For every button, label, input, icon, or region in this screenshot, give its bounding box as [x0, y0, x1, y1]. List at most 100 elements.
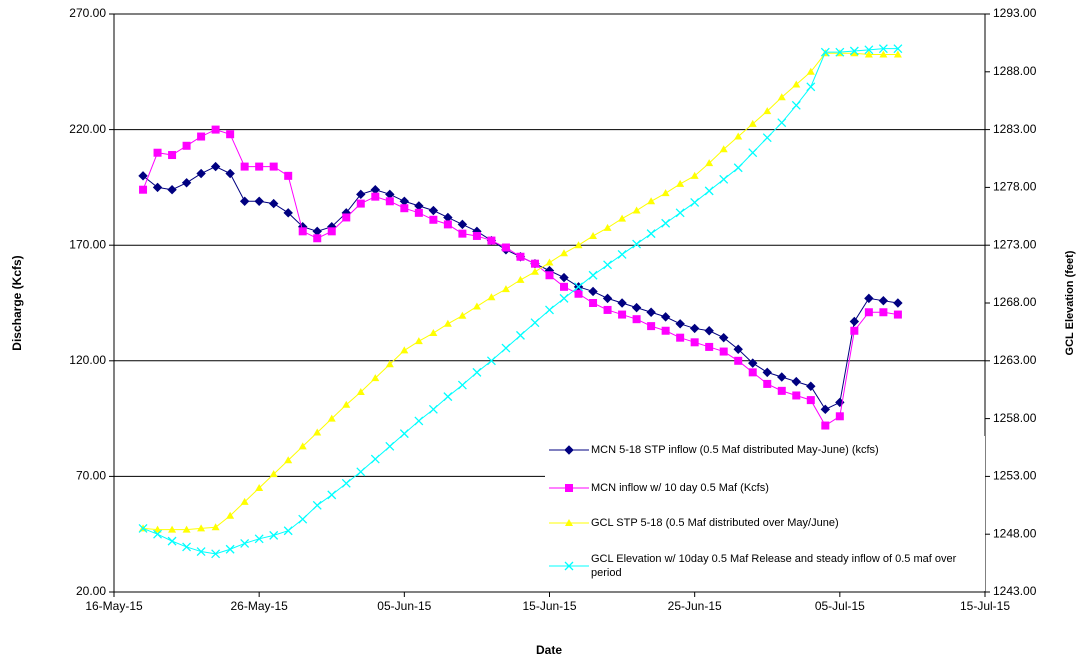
marker — [690, 171, 699, 179]
marker — [269, 162, 278, 171]
y-axis-title: Discharge (Kcfs) — [10, 255, 24, 350]
legend: MCN 5-18 STP inflow (0.5 Maf distributed… — [545, 436, 985, 591]
marker — [530, 259, 539, 268]
marker — [342, 213, 351, 222]
marker — [545, 258, 554, 266]
marker — [763, 379, 772, 388]
x-tick-label: 15-Jul-15 — [960, 599, 1010, 613]
y2-tick-label: 1258.00 — [993, 411, 1037, 425]
marker — [298, 442, 307, 450]
marker — [647, 322, 656, 331]
marker — [777, 372, 787, 382]
y-tick-label: 270.00 — [69, 6, 106, 20]
marker — [196, 168, 206, 179]
y2-tick-label: 1293.00 — [993, 6, 1037, 20]
marker — [646, 307, 656, 317]
marker — [414, 208, 423, 217]
marker — [371, 374, 380, 382]
marker — [254, 196, 264, 206]
legend-label: MCN inflow w/ 10 day 0.5 Maf (Kcfs) — [591, 482, 769, 494]
marker — [806, 381, 816, 391]
marker — [138, 171, 148, 181]
y-tick-label: 170.00 — [69, 237, 106, 251]
marker — [168, 151, 177, 160]
marker — [893, 44, 903, 54]
marker — [197, 132, 206, 141]
marker — [719, 174, 729, 184]
marker — [849, 316, 860, 327]
marker — [182, 542, 192, 552]
marker — [647, 197, 656, 205]
marker — [139, 185, 148, 194]
marker — [748, 368, 757, 377]
marker — [574, 289, 583, 298]
marker — [400, 204, 409, 213]
marker — [718, 332, 729, 343]
y2-tick-label: 1248.00 — [993, 526, 1037, 540]
marker — [821, 421, 830, 430]
marker — [646, 229, 656, 239]
marker — [443, 392, 453, 402]
marker — [240, 162, 249, 171]
x-tick-label: 05-Jul-15 — [815, 599, 865, 613]
marker — [618, 310, 627, 319]
marker — [545, 271, 554, 280]
marker — [820, 404, 831, 415]
y2-tick-label: 1288.00 — [993, 64, 1037, 78]
marker — [226, 511, 235, 519]
marker — [182, 525, 191, 533]
marker — [589, 231, 598, 239]
marker — [777, 118, 787, 128]
marker — [661, 218, 671, 228]
marker — [588, 286, 598, 297]
marker — [564, 445, 574, 455]
marker — [385, 441, 395, 451]
marker — [602, 293, 613, 304]
marker — [632, 206, 641, 214]
marker — [327, 414, 336, 422]
marker — [458, 229, 467, 238]
marker — [565, 484, 573, 492]
marker — [675, 208, 685, 218]
marker — [400, 346, 409, 354]
marker — [428, 205, 439, 216]
legend-item: GCL Elevation w/ 10day 0.5 Maf Release a… — [547, 552, 971, 580]
marker — [196, 547, 206, 556]
legend-swatch — [549, 561, 589, 571]
marker — [603, 305, 612, 314]
marker — [443, 220, 452, 229]
marker — [341, 478, 351, 488]
marker — [530, 318, 540, 328]
y-tick-label: 220.00 — [69, 122, 106, 136]
marker — [284, 456, 293, 464]
marker — [356, 189, 366, 200]
marker — [255, 483, 264, 491]
marker — [864, 308, 873, 317]
marker — [225, 168, 235, 179]
marker — [516, 252, 525, 261]
marker — [878, 295, 889, 306]
legend-item: MCN 5-18 STP inflow (0.5 Maf distributed… — [547, 440, 971, 460]
marker — [167, 536, 177, 546]
marker — [704, 326, 714, 336]
marker — [211, 549, 221, 559]
marker — [313, 234, 322, 243]
marker — [414, 416, 424, 426]
y-tick-label: 70.00 — [76, 469, 106, 483]
marker — [850, 326, 859, 335]
marker — [356, 467, 366, 477]
legend-swatch — [549, 484, 589, 492]
marker — [660, 312, 671, 322]
marker — [864, 45, 874, 55]
marker — [632, 239, 642, 249]
marker — [269, 470, 278, 478]
marker — [472, 231, 481, 240]
marker — [806, 82, 816, 92]
x-tick-label: 26-May-15 — [230, 599, 288, 613]
marker — [792, 391, 801, 400]
plot-frame — [113, 13, 986, 593]
marker — [689, 323, 700, 334]
marker — [631, 302, 642, 313]
marker — [501, 343, 511, 353]
marker — [399, 429, 409, 439]
